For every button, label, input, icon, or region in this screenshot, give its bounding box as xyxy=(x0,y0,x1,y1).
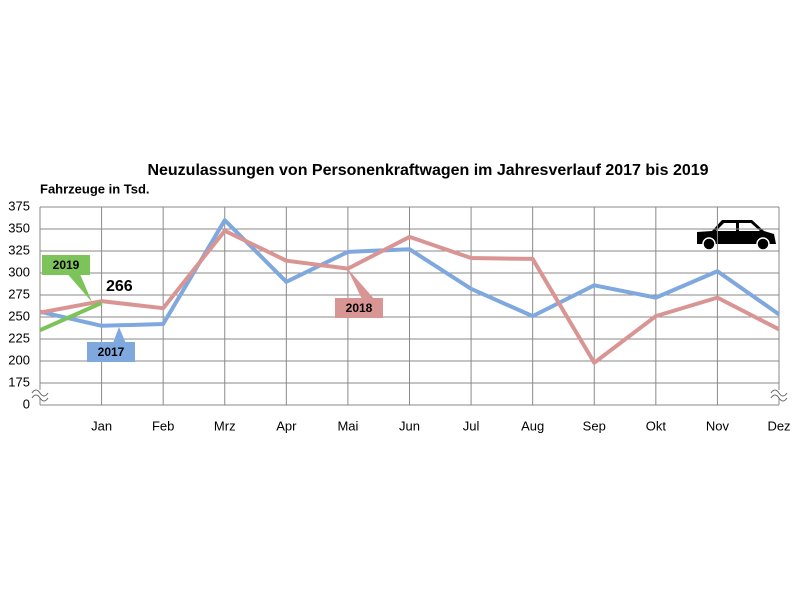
axis-break xyxy=(32,390,48,398)
legend-label: 2017 xyxy=(98,345,125,359)
legend-box xyxy=(87,342,135,362)
x-tick-label: Jan xyxy=(91,418,112,433)
y-tick-label: 225 xyxy=(8,330,30,345)
x-tick-label: Nov xyxy=(706,418,730,433)
x-tick-label: Sep xyxy=(583,418,606,433)
x-tick-label: Jun xyxy=(399,418,420,433)
y-tick-label: 0 xyxy=(23,396,30,411)
legend-box xyxy=(42,255,90,275)
x-tick-label: Okt xyxy=(646,418,667,433)
y-tick-label: 175 xyxy=(8,374,30,389)
x-tick-label: Dez xyxy=(767,418,790,433)
car-icon xyxy=(697,220,776,251)
series-line xyxy=(39,218,781,328)
series-line xyxy=(39,228,780,365)
x-tick-label: Mai xyxy=(337,418,358,433)
callout-pointer xyxy=(347,268,374,298)
y-tick-label: 300 xyxy=(8,264,30,279)
x-tick-label: Jul xyxy=(463,418,480,433)
x-tick-label: Feb xyxy=(152,418,174,433)
x-tick-label: Mrz xyxy=(214,418,236,433)
legend-label: 2018 xyxy=(346,301,373,315)
axis-break xyxy=(31,389,49,402)
y-tick-label: 200 xyxy=(8,352,30,367)
axis-break xyxy=(771,390,787,398)
y-axis-label: Fahrzeuge in Tsd. xyxy=(40,181,150,196)
y-tick-label: 350 xyxy=(8,220,30,235)
legend-box xyxy=(335,298,383,318)
axis-break xyxy=(770,389,788,402)
callout-pointer xyxy=(113,327,126,342)
y-tick-label: 275 xyxy=(8,286,30,301)
y-tick-label: 325 xyxy=(8,242,30,257)
series-line xyxy=(39,301,103,333)
y-tick-label: 250 xyxy=(8,308,30,323)
y-tick-label: 375 xyxy=(8,198,30,213)
data-label: 266 xyxy=(106,278,133,295)
chart-title: Neuzulassungen von Personenkraftwagen im… xyxy=(147,162,708,179)
legend-label: 2019 xyxy=(53,258,80,272)
x-tick-label: Apr xyxy=(276,418,297,433)
x-tick-label: Aug xyxy=(521,418,544,433)
callout-pointer xyxy=(68,275,92,302)
